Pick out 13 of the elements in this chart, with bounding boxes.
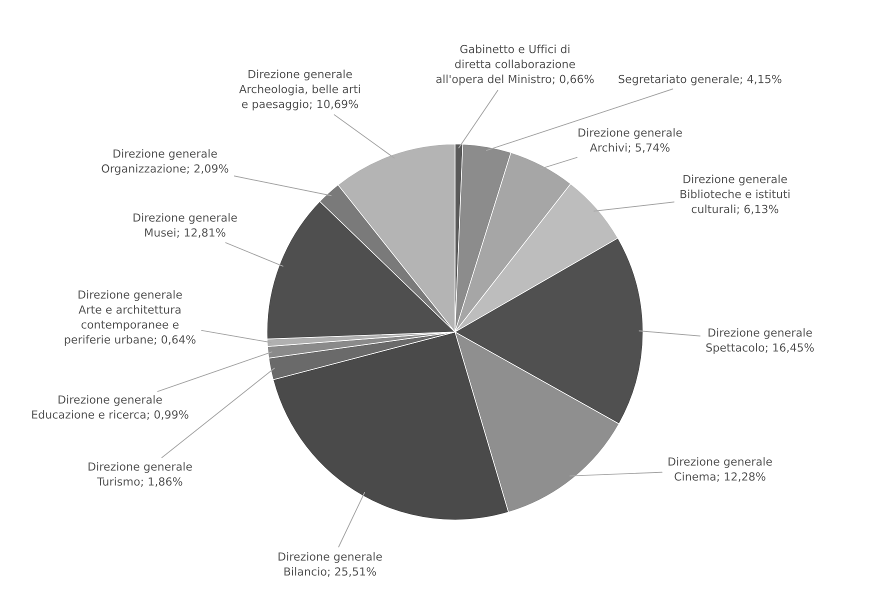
- slice-label: Direzione generale Spettacolo; 16,45%: [706, 328, 814, 354]
- slice-label: Direzione generale Biblioteche e istituti culturali; 6,13%: [680, 174, 790, 214]
- slice-label: Direzione generale Organizzazione; 2,09%: [102, 149, 228, 175]
- slice-label: Direzione generale Arte e architettura contemporanee e periferie urbane; 0,64%: [64, 290, 196, 346]
- slice-label: Direzione generale Musei; 12,81%: [134, 213, 237, 238]
- slice-label: Direzione generale Archeologia, belle arti e paesaggio; 10,69%: [239, 70, 360, 110]
- slice-label: Direzione generale Bilancio; 25,51%: [278, 552, 382, 577]
- slice-label: Direzione generale Educazione e ricerca; 0,99%: [32, 395, 188, 420]
- slice-label: Direzione generale Archivi; 5,74%: [578, 128, 682, 153]
- slice-label: Gabinetto e Uffici di diretta collaborazione all'opera del Ministro; 0,66%: [436, 44, 594, 86]
- slice-label: Direzione generale Turismo; 1,86%: [88, 462, 192, 487]
- slice-label: Segretariato generale; 4,15%: [618, 74, 782, 86]
- slice-label: Direzione generale Cinema; 12,28%: [668, 457, 772, 482]
